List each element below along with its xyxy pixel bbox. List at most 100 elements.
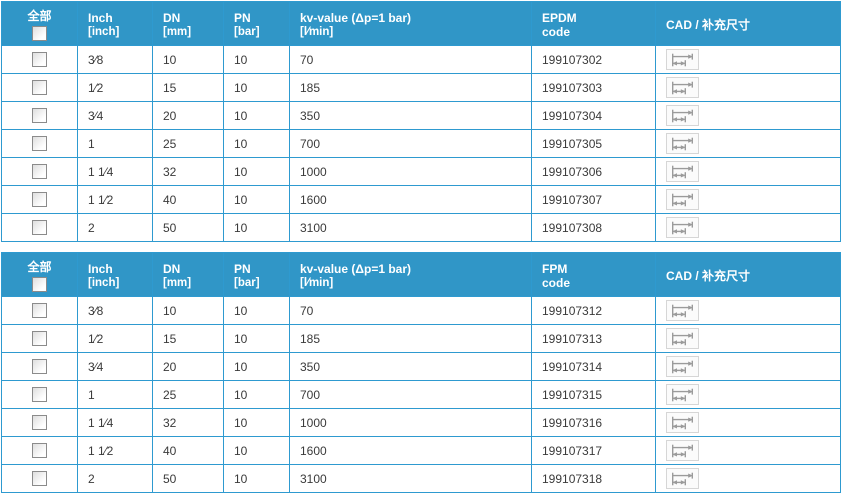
cad-dimension-button[interactable]: [666, 217, 699, 238]
select-all-checkbox[interactable]: [32, 277, 47, 292]
cad-dimension-button[interactable]: [666, 384, 699, 405]
col-kv: kv-value (Δp=1 bar) [l⁄min]: [289, 1, 532, 46]
col-cad: CAD / 补充尺寸: [655, 1, 841, 46]
col-epdm-code: EPDM code: [531, 1, 656, 46]
dn-value: 25: [152, 380, 224, 409]
col-inch: Inch [inch]: [77, 252, 153, 297]
pn-value: 10: [223, 436, 290, 465]
table-row: 1 25 10 700 199107305: [1, 129, 841, 158]
cad-dimension-button[interactable]: [666, 77, 699, 98]
cad-dimension-button[interactable]: [666, 356, 699, 377]
row-checkbox[interactable]: [32, 387, 47, 403]
cad-dimension-button[interactable]: [666, 300, 699, 321]
row-checkbox[interactable]: [32, 303, 47, 319]
code-value: 199107312: [531, 296, 656, 325]
cad-dimension-button[interactable]: [666, 105, 699, 126]
kv-value: 185: [289, 73, 532, 102]
row-checkbox[interactable]: [32, 52, 47, 68]
cad-dimension-button[interactable]: [666, 133, 699, 154]
cad-cell: [655, 129, 841, 158]
cad-cell: [655, 101, 841, 130]
kv-value: 70: [289, 45, 532, 74]
cad-dimension-button[interactable]: [666, 161, 699, 182]
dn-value: 15: [152, 73, 224, 102]
code-value: 199107317: [531, 436, 656, 465]
code-value: 199107307: [531, 185, 656, 214]
pn-value: 10: [223, 185, 290, 214]
row-checkbox[interactable]: [32, 471, 47, 487]
inch-value: 1 1⁄2: [77, 185, 153, 214]
pn-value: 10: [223, 408, 290, 437]
cad-dimension-button[interactable]: [666, 440, 699, 461]
select-all-label: 全部: [27, 9, 52, 23]
kv-value: 350: [289, 101, 532, 130]
dn-value: 40: [152, 436, 224, 465]
dimension-icon: [672, 444, 693, 458]
header-row: 全部 Inch [inch] DN [mm] PN [bar] kv-value…: [1, 252, 841, 297]
table-row: 3⁄8 10 10 70 199107312: [1, 296, 841, 325]
row-select-cell: [1, 408, 78, 437]
pn-value: 10: [223, 352, 290, 381]
code-value: 199107313: [531, 324, 656, 353]
dn-value: 15: [152, 324, 224, 353]
row-select-cell: [1, 101, 78, 130]
cad-dimension-button[interactable]: [666, 468, 699, 489]
pn-value: 10: [223, 324, 290, 353]
inch-value: 3⁄8: [77, 45, 153, 74]
inch-value: 3⁄8: [77, 296, 153, 325]
row-checkbox[interactable]: [32, 80, 47, 96]
cad-dimension-button[interactable]: [666, 328, 699, 349]
inch-value: 1 1⁄4: [77, 157, 153, 186]
row-checkbox[interactable]: [32, 164, 47, 180]
cad-dimension-button[interactable]: [666, 49, 699, 70]
dimension-icon: [672, 53, 693, 67]
table-epdm: 全部 Inch [inch] DN [mm] PN [bar] kv-value…: [1, 1, 841, 242]
dn-value: 32: [152, 408, 224, 437]
select-all-label: 全部: [27, 260, 52, 274]
inch-value: 3⁄4: [77, 101, 153, 130]
kv-value: 700: [289, 380, 532, 409]
col-fpm-code: FPM code: [531, 252, 656, 297]
col-pn: PN [bar]: [223, 1, 290, 46]
select-all-checkbox[interactable]: [32, 26, 47, 41]
pn-value: 10: [223, 45, 290, 74]
kv-value: 3100: [289, 464, 532, 493]
kv-value: 70: [289, 296, 532, 325]
cad-cell: [655, 45, 841, 74]
row-select-cell: [1, 157, 78, 186]
pn-value: 10: [223, 213, 290, 242]
cad-dimension-button[interactable]: [666, 412, 699, 433]
row-checkbox[interactable]: [32, 359, 47, 375]
cad-cell: [655, 352, 841, 381]
dn-value: 32: [152, 157, 224, 186]
code-value: 199107306: [531, 157, 656, 186]
inch-value: 1⁄2: [77, 324, 153, 353]
cad-cell: [655, 408, 841, 437]
row-checkbox[interactable]: [32, 192, 47, 208]
cad-cell: [655, 213, 841, 242]
row-checkbox[interactable]: [32, 136, 47, 152]
row-select-cell: [1, 45, 78, 74]
row-checkbox[interactable]: [32, 108, 47, 124]
row-select-cell: [1, 129, 78, 158]
dn-value: 10: [152, 296, 224, 325]
table-fpm: 全部 Inch [inch] DN [mm] PN [bar] kv-value…: [1, 252, 841, 493]
row-checkbox[interactable]: [32, 415, 47, 431]
col-inch: Inch [inch]: [77, 1, 153, 46]
code-value: 199107304: [531, 101, 656, 130]
table-row: 3⁄8 10 10 70 199107302: [1, 45, 841, 74]
table-row: 1⁄2 15 10 185 199107313: [1, 324, 841, 353]
row-checkbox[interactable]: [32, 220, 47, 236]
pn-value: 10: [223, 157, 290, 186]
dn-value: 20: [152, 352, 224, 381]
code-value: 199107315: [531, 380, 656, 409]
col-cad: CAD / 补充尺寸: [655, 252, 841, 297]
row-checkbox[interactable]: [32, 331, 47, 347]
row-checkbox[interactable]: [32, 443, 47, 459]
pn-value: 10: [223, 296, 290, 325]
cad-cell: [655, 296, 841, 325]
table-row: 2 50 10 3100 199107318: [1, 464, 841, 493]
kv-value: 3100: [289, 213, 532, 242]
cad-dimension-button[interactable]: [666, 189, 699, 210]
dimension-icon: [672, 165, 693, 179]
